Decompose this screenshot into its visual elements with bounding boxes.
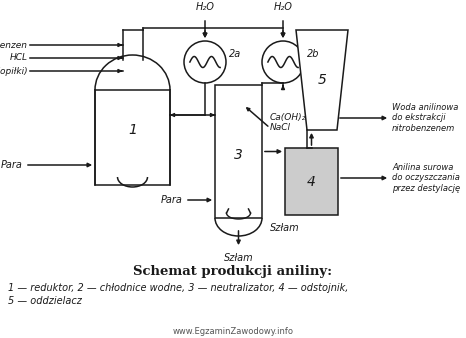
- Text: 3: 3: [234, 148, 243, 162]
- Text: Anilina surowa
do oczyszczania
przez destylację: Anilina surowa do oczyszczania przez des…: [392, 163, 460, 193]
- Text: www.EgzaminZawodowy.info: www.EgzaminZawodowy.info: [172, 327, 294, 336]
- Text: Szłam: Szłam: [270, 223, 300, 233]
- Circle shape: [184, 41, 226, 83]
- Text: HCL: HCL: [10, 53, 28, 63]
- Text: 2b: 2b: [307, 49, 320, 59]
- Text: Ca(OH)₂
NaCl: Ca(OH)₂ NaCl: [270, 113, 306, 132]
- Circle shape: [262, 41, 304, 83]
- Text: Woda anilinowa
do ekstrakcji
nitrobenzenem: Woda anilinowa do ekstrakcji nitrobenzen…: [392, 103, 459, 133]
- Bar: [95, 90, 170, 185]
- Text: 2a: 2a: [229, 49, 241, 59]
- Text: Fe (opiłki): Fe (opiłki): [0, 67, 28, 75]
- Text: H₂O: H₂O: [274, 2, 293, 12]
- Bar: [215, 85, 262, 218]
- Polygon shape: [296, 30, 348, 130]
- Text: 5: 5: [317, 73, 327, 87]
- Text: H₂O: H₂O: [196, 2, 214, 12]
- Text: Nitrobenzen: Nitrobenzen: [0, 41, 28, 49]
- Text: Szłam: Szłam: [224, 253, 254, 263]
- Text: 1 — reduktor, 2 — chłodnice wodne, 3 — neutralizator, 4 — odstojnik,: 1 — reduktor, 2 — chłodnice wodne, 3 — n…: [8, 283, 349, 293]
- Bar: [285, 148, 338, 215]
- Text: 5 — oddzielacz: 5 — oddzielacz: [8, 296, 82, 306]
- Text: 1: 1: [128, 123, 137, 137]
- Text: Schemat produkcji aniliny:: Schemat produkcji aniliny:: [133, 265, 333, 278]
- Text: Para: Para: [161, 195, 183, 205]
- Text: 4: 4: [307, 174, 316, 189]
- Text: Para: Para: [1, 160, 23, 170]
